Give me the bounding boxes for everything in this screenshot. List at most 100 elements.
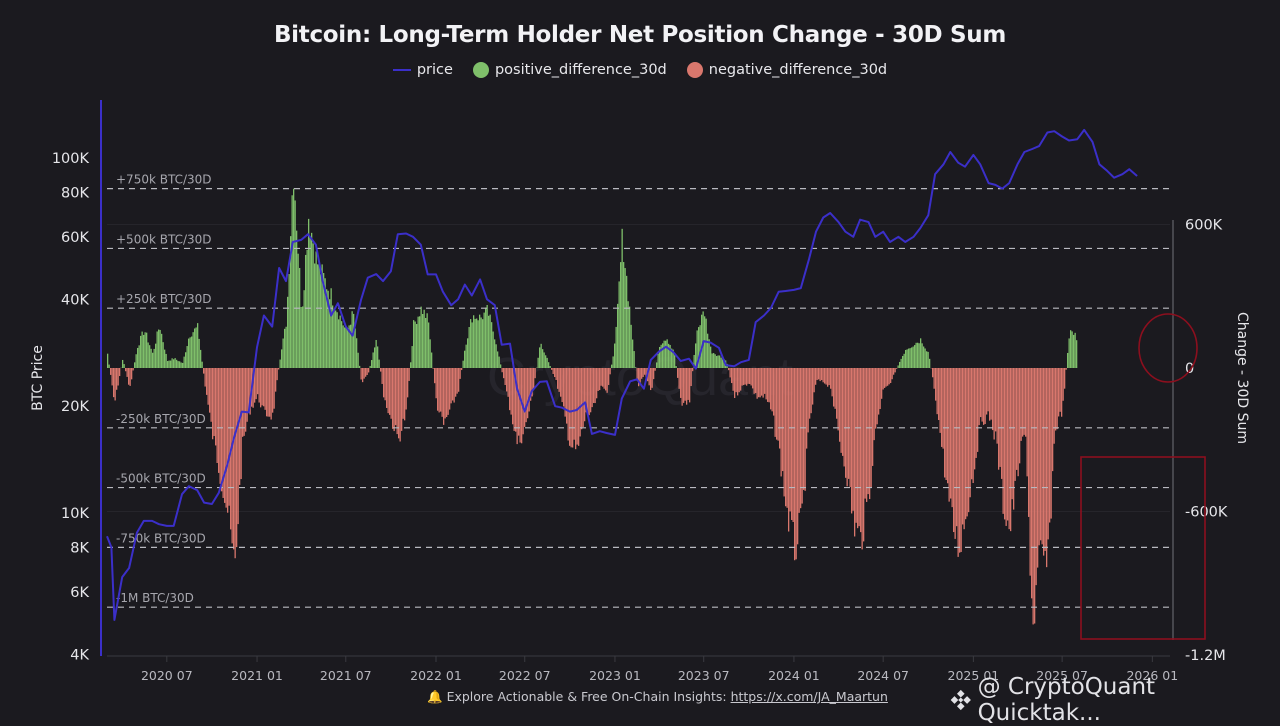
bar-negative — [1007, 368, 1008, 520]
bar-negative — [829, 368, 830, 385]
bar-positive — [710, 347, 711, 368]
bar-negative — [535, 368, 536, 378]
bar-positive — [199, 339, 200, 368]
reference-line-label: -500k BTC/30D — [116, 472, 206, 486]
bar-positive — [305, 255, 306, 368]
bar-negative — [226, 368, 227, 508]
bar-positive — [538, 358, 539, 368]
bar-positive — [182, 363, 183, 368]
bar-positive — [341, 321, 342, 368]
bar-negative — [367, 368, 368, 375]
bar-negative — [221, 368, 222, 491]
bar-positive — [371, 360, 372, 368]
bar-negative — [793, 368, 794, 522]
bar-negative — [881, 368, 882, 399]
bar-negative — [782, 368, 783, 471]
bar-negative — [116, 368, 117, 390]
bar-negative — [602, 368, 603, 387]
bar-negative — [608, 368, 609, 385]
bar-negative — [766, 368, 767, 399]
bar-negative — [400, 368, 401, 441]
bar-positive — [331, 288, 332, 368]
bar-positive — [493, 332, 494, 368]
bar-positive — [344, 327, 345, 368]
bar-negative — [220, 368, 221, 484]
bar-positive — [289, 274, 290, 368]
bar-negative — [454, 368, 455, 403]
bar-positive — [194, 328, 195, 368]
bar-negative — [232, 368, 233, 543]
bar-negative — [967, 368, 968, 516]
bar-positive — [706, 319, 707, 368]
bar-negative — [244, 368, 245, 436]
bar-positive — [166, 354, 167, 368]
bar-negative — [677, 368, 678, 378]
bar-negative — [772, 368, 773, 411]
bar-positive — [544, 352, 545, 368]
bar-negative — [860, 368, 861, 532]
bar-negative — [208, 368, 209, 405]
bar-negative — [857, 368, 858, 528]
bars-group — [107, 189, 1077, 625]
bar-negative — [229, 368, 230, 506]
x-tick-label: 2024 07 — [857, 668, 909, 683]
bar-positive — [352, 311, 353, 368]
bar-negative — [943, 368, 944, 449]
bar-negative — [859, 368, 860, 526]
bar-negative — [245, 368, 246, 432]
bar-negative — [395, 368, 396, 425]
bar-positive — [338, 319, 339, 368]
y-left-tick-label: 8K — [70, 540, 89, 556]
bar-positive — [299, 268, 300, 368]
bar-positive — [614, 344, 615, 368]
bar-negative — [826, 368, 827, 385]
bar-negative — [958, 368, 959, 557]
y-right-tick-label: -600K — [1185, 505, 1228, 521]
bar-positive — [311, 233, 312, 368]
bar-positive — [167, 361, 168, 368]
bar-positive — [500, 364, 501, 368]
bar-negative — [875, 368, 876, 429]
bar-positive — [721, 358, 722, 368]
bar-positive — [662, 343, 663, 368]
bar-positive — [628, 301, 629, 368]
bar-negative — [775, 368, 776, 437]
y-left-tick-label: 20K — [61, 399, 89, 415]
bar-positive — [929, 359, 930, 368]
bar-positive — [700, 325, 701, 368]
bar-positive — [625, 268, 626, 368]
bar-negative — [680, 368, 681, 398]
bar-positive — [494, 339, 495, 368]
y-left-tick-label: 80K — [61, 185, 89, 201]
bar-negative — [977, 368, 978, 452]
bar-positive — [542, 349, 543, 368]
bar-negative — [652, 368, 653, 388]
bar-negative — [1061, 368, 1062, 417]
bar-negative — [604, 368, 605, 389]
bar-positive — [547, 358, 548, 368]
bar-positive — [197, 323, 198, 368]
bar-negative — [566, 368, 567, 424]
bar-positive — [412, 346, 413, 368]
bar-negative — [404, 368, 405, 420]
bar-negative — [940, 368, 941, 433]
bar-negative — [362, 368, 363, 382]
bar-negative — [517, 368, 518, 444]
bar-negative — [935, 368, 936, 401]
bar-negative — [448, 368, 449, 415]
bar-positive — [716, 356, 717, 368]
bar-negative — [1055, 368, 1056, 431]
bar-negative — [215, 368, 216, 445]
bar-negative — [764, 368, 765, 394]
bar-negative — [734, 368, 735, 398]
bar-negative — [781, 368, 782, 476]
bar-positive — [313, 243, 314, 368]
footer-link[interactable]: https://x.com/JA_Maartun — [731, 689, 888, 704]
bar-positive — [616, 327, 617, 368]
bar-negative — [1028, 368, 1029, 517]
bar-negative — [932, 368, 933, 377]
bar-positive — [179, 361, 180, 368]
bar-negative — [1040, 368, 1041, 540]
bar-negative — [806, 368, 807, 449]
bar-negative — [557, 368, 558, 389]
